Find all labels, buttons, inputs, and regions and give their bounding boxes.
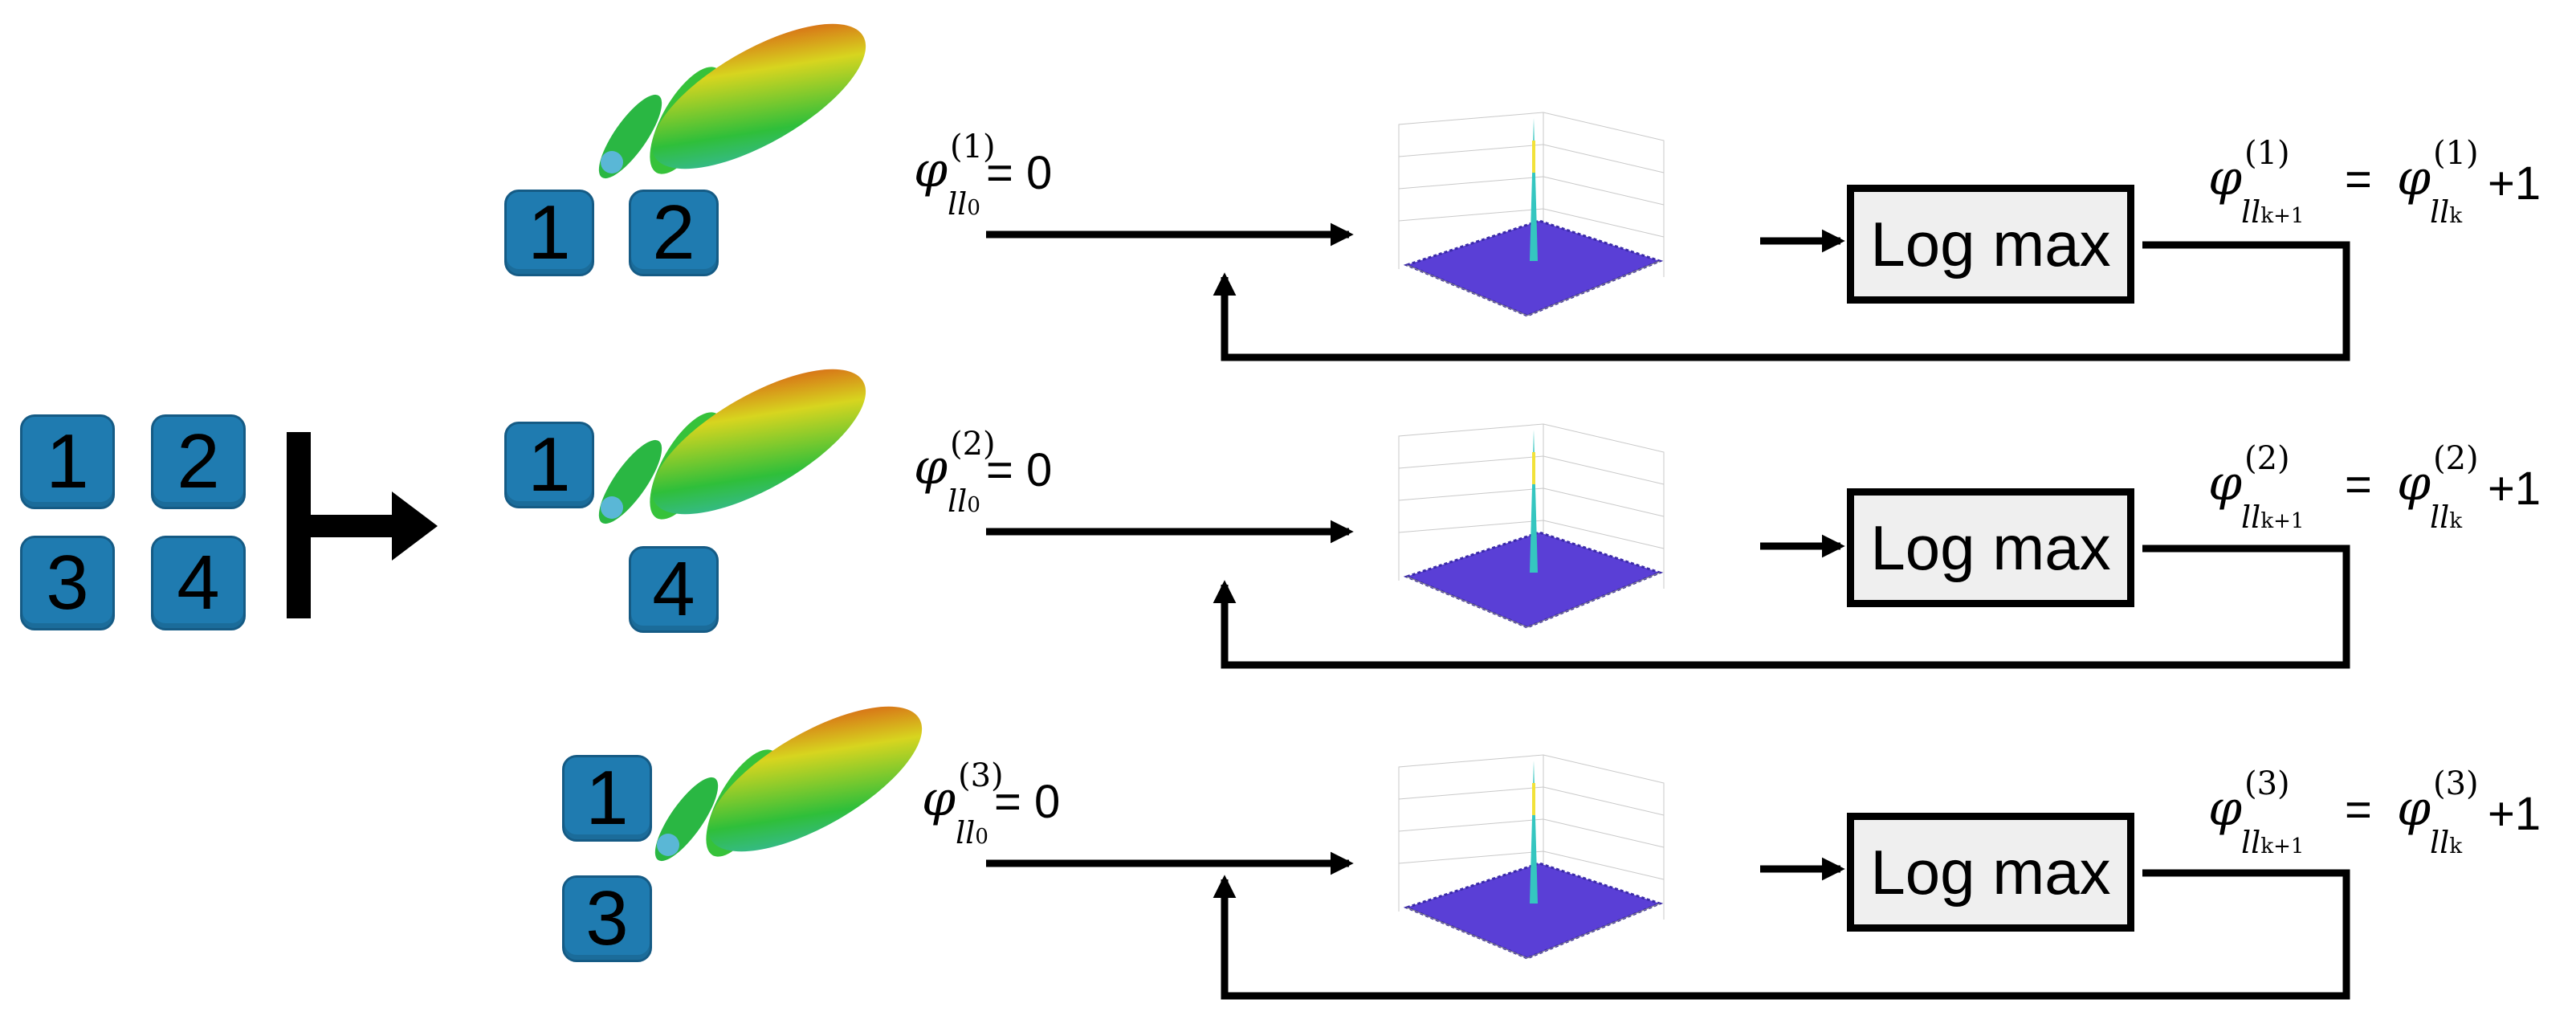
init-superscript: (2): [950, 426, 996, 463]
plus-one: +1: [2488, 463, 2541, 515]
lhs-subscript-index: k+1: [2260, 834, 2305, 859]
init-subscript: ll: [948, 186, 968, 222]
branch-2-wires: [986, 520, 2350, 669]
lhs-subscript-index: k+1: [2260, 204, 2305, 228]
init-subscript: ll: [956, 815, 976, 850]
rhs-subscript: ll: [2430, 825, 2450, 860]
init-superscript: (3): [958, 757, 1004, 794]
feedback-loop: [1213, 241, 2350, 361]
splitter-symbol: [287, 432, 438, 618]
element-square-4: 4: [151, 536, 246, 630]
init-subscript: ll: [948, 483, 968, 519]
rhs-superscript: (1): [2433, 135, 2479, 172]
log-max-block: Log max: [1847, 488, 2134, 607]
lhs-superscript: (2): [2244, 440, 2290, 477]
phi-symbol: φ: [922, 771, 956, 827]
lhs-subscript: ll: [2241, 825, 2261, 860]
init-rhs: = 0: [986, 444, 1053, 496]
equals-sign: =: [2345, 784, 2372, 836]
branch-3-wires: [986, 851, 2350, 1000]
radiation-pattern-lobe-icon: [654, 706, 923, 862]
element-square: 3: [562, 875, 652, 962]
equals-sign: =: [2345, 459, 2372, 511]
phi-symbol: φ: [2397, 150, 2431, 206]
rhs-subscript: ll: [2430, 194, 2450, 230]
equals-sign: =: [2345, 153, 2372, 206]
lhs-superscript: (1): [2244, 135, 2290, 172]
phi-symbol: φ: [2208, 455, 2243, 512]
element-square: 4: [629, 546, 719, 633]
lhs-subscript: ll: [2241, 194, 2261, 230]
plus-one: +1: [2488, 157, 2541, 210]
rhs-subscript: ll: [2430, 500, 2450, 535]
log-max-block: Log max: [1847, 813, 2134, 932]
rhs-subscript-index: k: [2449, 509, 2463, 533]
init-subscript-index: 0: [967, 196, 980, 220]
rhs-superscript: (2): [2433, 440, 2479, 477]
radiation-pattern-lobe-icon: [598, 369, 866, 524]
correlation-surface-plot-icon: [1398, 754, 1665, 960]
rhs-subscript-index: k: [2449, 204, 2463, 228]
phi-symbol: φ: [914, 142, 948, 198]
phi-symbol: φ: [2397, 455, 2431, 512]
rhs-superscript: (3): [2433, 765, 2479, 802]
init-subscript-index: 0: [975, 825, 988, 849]
lhs-subscript-index: k+1: [2260, 509, 2305, 533]
log-max-block: Log max: [1847, 185, 2134, 304]
init-rhs: = 0: [994, 776, 1061, 828]
init-rhs: = 0: [986, 147, 1053, 199]
element-square: 2: [629, 190, 719, 276]
element-square-3: 3: [20, 536, 115, 630]
element-square: 1: [562, 755, 652, 842]
radiation-pattern-lobe-icon: [598, 23, 866, 179]
phi-symbol: φ: [2208, 781, 2243, 837]
element-square: 1: [504, 190, 594, 276]
plus-one: +1: [2488, 788, 2541, 840]
element-square-1: 1: [20, 414, 115, 509]
correlation-surface-plot-icon: [1398, 423, 1665, 629]
lhs-superscript: (3): [2244, 765, 2290, 802]
element-square-2: 2: [151, 414, 246, 509]
branch-1-wires: [986, 222, 2350, 361]
phi-symbol: φ: [2208, 150, 2243, 206]
element-square: 1: [504, 422, 594, 508]
phi-symbol: φ: [914, 439, 948, 496]
init-subscript-index: 0: [967, 493, 980, 517]
rhs-subscript-index: k: [2449, 834, 2463, 859]
phi-symbol: φ: [2397, 781, 2431, 837]
init-superscript: (1): [950, 128, 996, 165]
correlation-surface-plot-icon: [1398, 112, 1665, 317]
lhs-subscript: ll: [2241, 500, 2261, 535]
